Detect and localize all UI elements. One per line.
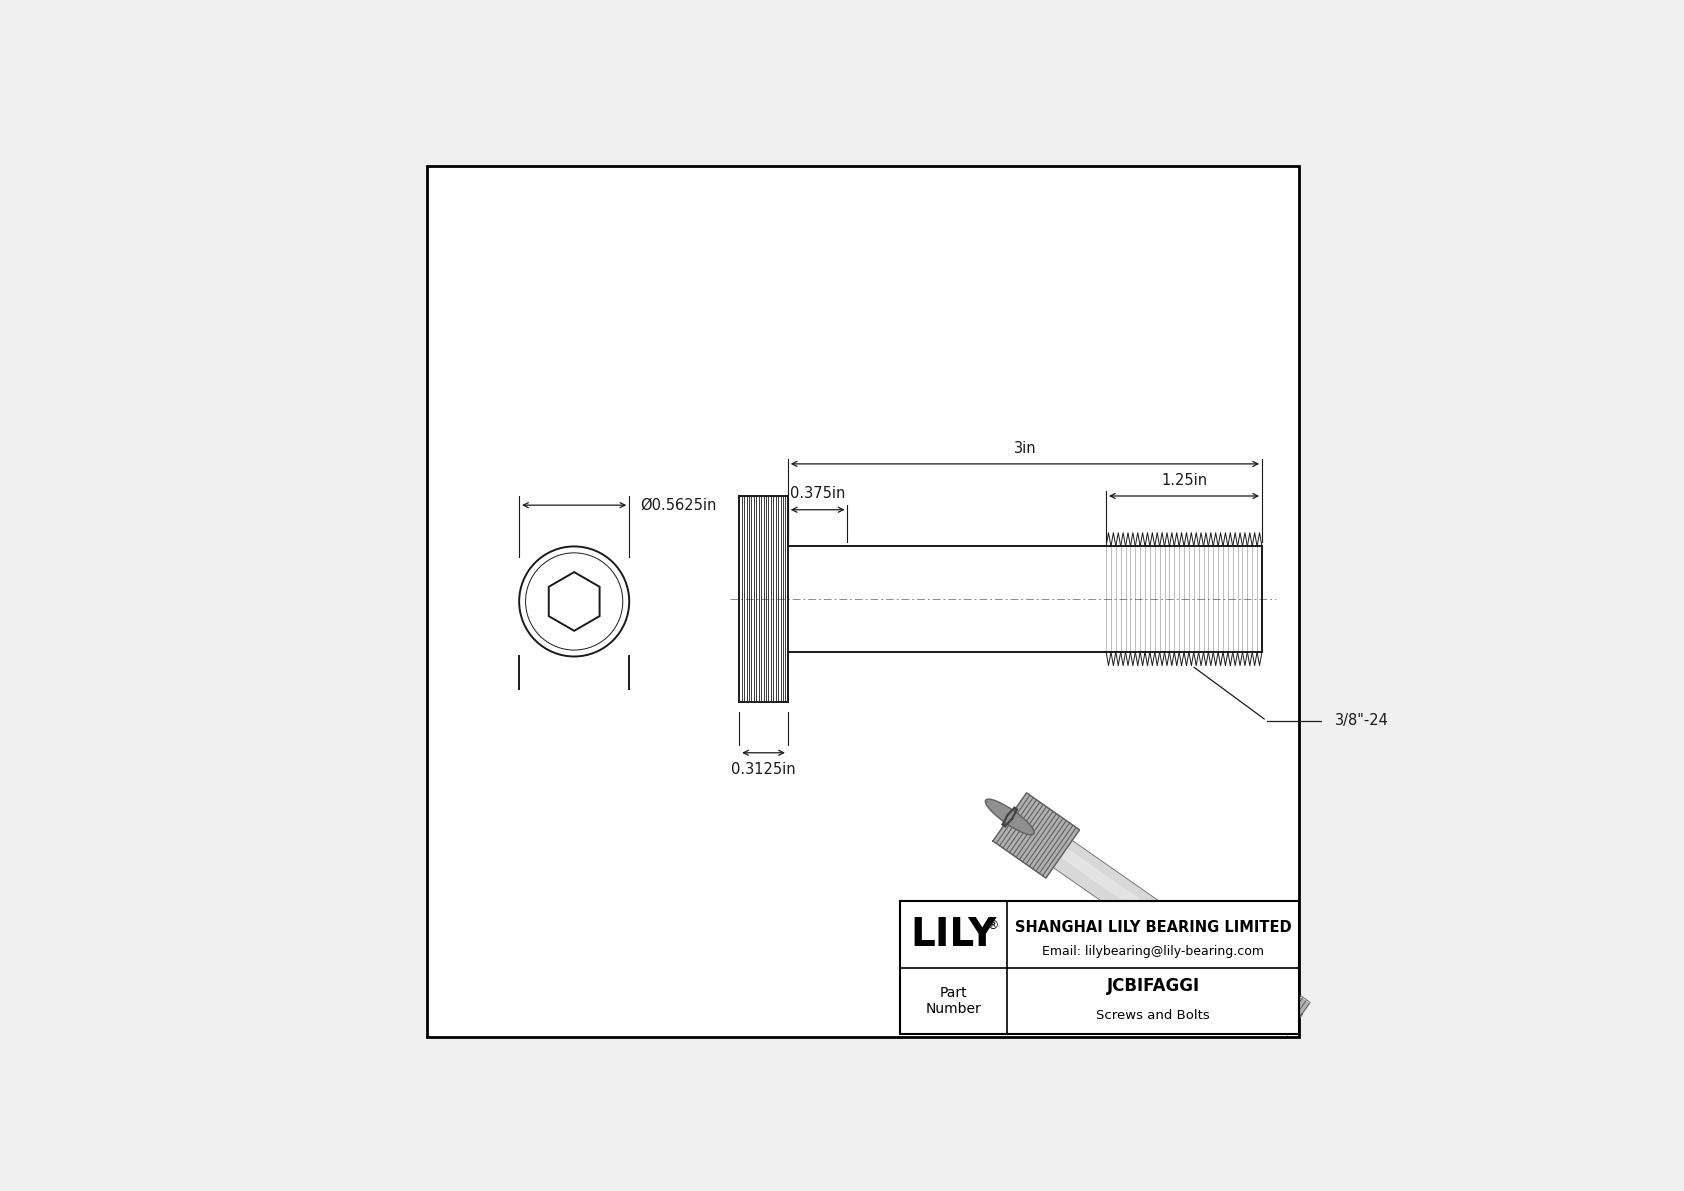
Text: Part
Number: Part Number [926, 986, 982, 1016]
Text: LILY: LILY [911, 916, 997, 954]
Polygon shape [1061, 848, 1180, 936]
Polygon shape [1052, 841, 1187, 948]
Text: 3in: 3in [1014, 441, 1036, 456]
Polygon shape [1167, 919, 1308, 1034]
Text: ®: ® [987, 918, 999, 931]
Ellipse shape [985, 799, 1034, 835]
Text: Screws and Bolts: Screws and Bolts [1096, 1009, 1209, 1022]
Polygon shape [994, 793, 1079, 878]
Text: 0.375in: 0.375in [790, 486, 845, 501]
Text: JCBIFAGGI: JCBIFAGGI [1106, 978, 1199, 996]
Text: Ø0.5625in: Ø0.5625in [640, 498, 717, 512]
Bar [899, 902, 1298, 1034]
Text: SHANGHAI LILY BEARING LIMITED: SHANGHAI LILY BEARING LIMITED [1015, 921, 1292, 935]
Text: Email: lilybearing@lily-bearing.com: Email: lilybearing@lily-bearing.com [1042, 946, 1265, 959]
Text: 3/8"-24: 3/8"-24 [1335, 713, 1389, 728]
Text: 1.25in: 1.25in [1160, 473, 1207, 488]
Text: 0.3125in: 0.3125in [731, 762, 797, 777]
